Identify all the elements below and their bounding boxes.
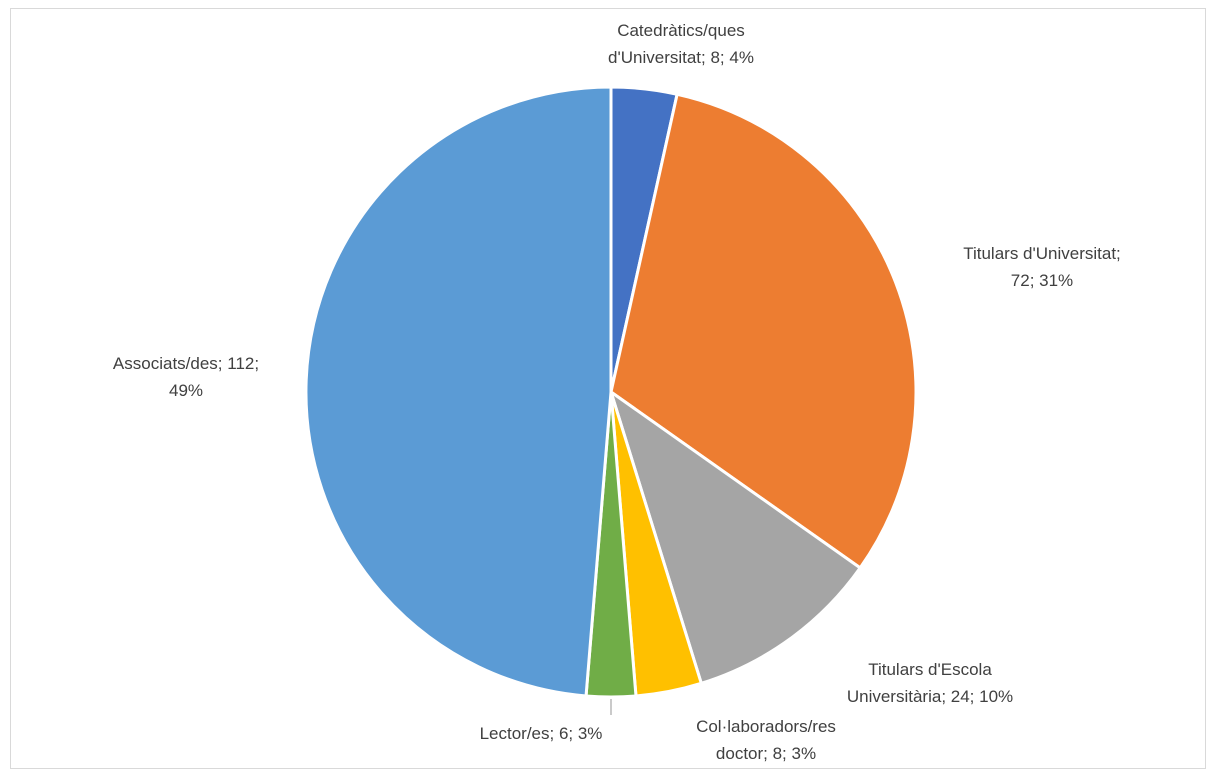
- data-label-col-laboradors-res-doctor: Col·laboradors/res doctor; 8; 3%: [696, 717, 836, 763]
- data-label-associats-des: Associats/des; 112; 49%: [113, 354, 259, 400]
- data-labels: Catedràtics/ques d'Universitat; 8; 4% Titu…: [113, 21, 1121, 763]
- data-label-line: d'Universitat; 8; 4%: [608, 48, 754, 67]
- data-label-titulars-d-universitat: Titulars d'Universitat; 72; 31%: [963, 244, 1121, 290]
- data-label-lector-es: Lector/es; 6; 3%: [480, 724, 603, 743]
- data-label-line: 72; 31%: [1011, 271, 1073, 290]
- data-label-catedratics-ques-d-universitat: Catedràtics/ques d'Universitat; 8; 4%: [608, 21, 754, 67]
- pie-slice-associats-des: [304, 85, 613, 698]
- data-label-line: Titulars d'Escola: [868, 660, 992, 679]
- data-label-line: Lector/es; 6; 3%: [480, 724, 603, 743]
- data-label-line: Col·laboradors/res: [696, 717, 836, 736]
- data-label-line: Titulars d'Universitat;: [963, 244, 1121, 263]
- data-label-line: Universitària; 24; 10%: [847, 687, 1013, 706]
- pie-slice-titulars-d-escola-universitaria: [609, 390, 862, 685]
- data-label-line: doctor; 8; 3%: [716, 744, 816, 763]
- data-label-line: Catedràtics/ques: [617, 21, 745, 40]
- pie-slice-titulars-d-universitat: [609, 92, 918, 570]
- data-label-titulars-d-escola-universitaria: Titulars d'Escola Universitària; 24; 10%: [847, 660, 1013, 706]
- data-label-line: Associats/des; 112;: [113, 354, 259, 373]
- pie-slices: [304, 85, 918, 699]
- data-label-line: 49%: [169, 381, 203, 400]
